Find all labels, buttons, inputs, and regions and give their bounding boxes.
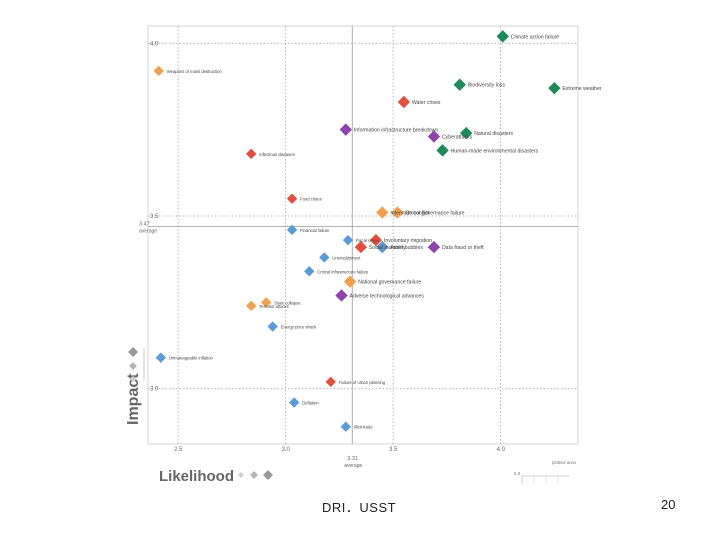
- risk-point-label: Extreme weather: [562, 86, 601, 92]
- x-tick-label: 3.5: [389, 447, 398, 453]
- risk-point-marker: [436, 144, 449, 157]
- risk-point-marker: [369, 233, 383, 247]
- risk-point-label: National governance failure: [358, 280, 421, 286]
- risk-point-label: Human-made environmental disasters: [451, 148, 539, 154]
- risk-point-marker: [319, 252, 330, 263]
- risk-point-marker: [304, 266, 315, 277]
- risk-point-label: Failure of urban planning: [339, 380, 386, 385]
- risk-point-marker: [286, 193, 298, 204]
- likelihood-legend-diamond-small: [238, 472, 244, 478]
- risk-point-marker: [335, 289, 348, 302]
- risk-point-marker: [460, 126, 473, 140]
- risk-point-label: State collapse: [274, 300, 301, 305]
- risk-point-marker: [246, 148, 257, 160]
- risk-point-label: Deflation: [302, 401, 319, 406]
- y-tick-label: 3.0: [150, 387, 159, 393]
- risk-point-marker: [343, 275, 357, 288]
- risk-point-marker: [342, 234, 354, 246]
- risk-point-label: Terrorist attacks: [259, 304, 289, 309]
- risk-point-marker: [339, 123, 352, 136]
- risk-point-label: Water crises: [412, 100, 441, 106]
- risk-point-label: Critical infrastructure failure: [317, 269, 369, 274]
- risk-point-label: Infectious diseases: [259, 152, 295, 157]
- x-tick-label: 4.0: [497, 447, 506, 453]
- risk-point-marker: [427, 240, 441, 254]
- risk-point-marker: [289, 397, 300, 408]
- risk-point-marker: [354, 240, 368, 254]
- risk-point-marker: [286, 224, 298, 236]
- impact-legend-diamond-small: [130, 376, 136, 382]
- likelihood-legend-icons: [238, 470, 273, 480]
- risk-point-marker: [153, 65, 164, 77]
- x-tick-label: 3.0: [282, 447, 291, 453]
- risk-point-label: Cyberattacks: [442, 135, 473, 141]
- plotted-area-outline: [521, 475, 570, 484]
- y-tick-label: 3.5: [150, 214, 159, 220]
- y-axis-label: Impact: [125, 373, 142, 425]
- risk-point-marker: [391, 206, 404, 219]
- risk-point-label: Natural disasters: [474, 131, 513, 137]
- risk-point-marker: [376, 240, 389, 254]
- y-average-label: average: [139, 228, 157, 234]
- risk-point-label: Fiscal crises: [356, 238, 379, 243]
- risk-point-marker: [496, 30, 509, 43]
- x-axis-label: Likelihood: [159, 468, 234, 485]
- footer-text: DRI．USST: [322, 500, 397, 515]
- impact-legend-icons: [128, 347, 145, 382]
- risk-point-marker: [376, 206, 389, 219]
- risk-point-marker: [261, 297, 272, 308]
- risk-point-label: Unmanageable inflation: [169, 356, 214, 361]
- x-tick-label: 2.5: [174, 447, 183, 453]
- x-average-value: 3.31: [347, 456, 358, 462]
- risk-point-marker: [325, 376, 336, 388]
- risk-point-label: Social instability: [369, 245, 406, 251]
- likelihood-legend-diamond-medium: [250, 471, 258, 479]
- risk-point-marker: [155, 352, 167, 363]
- risk-point-marker: [340, 421, 351, 432]
- likelihood-legend-diamond-large: [263, 470, 273, 480]
- risk-point-label: Energy price shock: [281, 325, 318, 330]
- risk-point-label: Weapons of mass destruction: [167, 69, 223, 74]
- plotted-area-label: plotted area: [552, 460, 576, 465]
- risk-point-marker: [397, 95, 411, 109]
- risk-point-marker: [427, 130, 441, 143]
- risk-point-label: Involuntary migration: [384, 238, 432, 244]
- risk-point-label: Asset bubbles: [390, 245, 423, 251]
- risk-point-marker: [548, 81, 561, 95]
- risk-point-label: Financial failure: [300, 228, 330, 233]
- plotted-area-value: 5.0: [514, 471, 521, 476]
- risk-point-label: Data fraud or theft: [442, 245, 484, 251]
- risk-point-label: Information infrastructure breakdown: [354, 128, 439, 134]
- x-average-label: average: [344, 463, 362, 469]
- risk-point-label: Interstate conflict: [390, 211, 430, 217]
- impact-legend-diamond-medium: [129, 362, 137, 370]
- y-average-value: 3.47: [139, 221, 150, 227]
- risk-point-label: Climate action failure: [511, 34, 560, 40]
- plot-area: [147, 25, 579, 445]
- y-tick-label: 4.0: [150, 41, 159, 47]
- page-number: 20: [661, 497, 676, 512]
- risk-point-label: Adverse technological advances: [350, 293, 425, 299]
- risk-point-label: Global governance failure: [405, 211, 464, 217]
- risk-point-marker: [246, 300, 257, 312]
- risk-point-label: Food crises: [300, 197, 322, 202]
- plotted-area-legend: 5.0 plotted area: [514, 460, 576, 484]
- risk-point-label: Biodiversity loss: [468, 83, 506, 89]
- risk-point-marker: [267, 321, 278, 332]
- risk-point-label: Illicit trade: [354, 425, 374, 430]
- risk-point-label: Unemployment: [332, 255, 361, 260]
- impact-legend-diamond-large: [128, 347, 138, 357]
- risk-point-marker: [453, 78, 466, 91]
